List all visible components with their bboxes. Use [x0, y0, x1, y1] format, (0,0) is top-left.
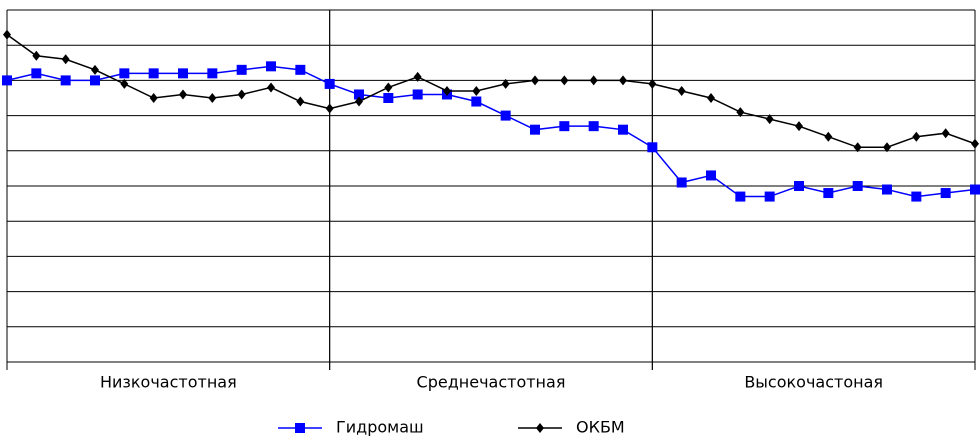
- data-point: [237, 89, 246, 100]
- data-point: [735, 191, 746, 202]
- data-point: [296, 96, 305, 107]
- data-point: [619, 75, 627, 86]
- data-point: [149, 93, 158, 103]
- data-point: [500, 110, 511, 121]
- data-point: [853, 142, 862, 153]
- data-point: [119, 68, 130, 79]
- data-point: [472, 85, 481, 96]
- data-point: [355, 96, 363, 107]
- data-point: [148, 68, 159, 79]
- data-point: [940, 188, 951, 199]
- data-point: [530, 124, 540, 135]
- legend-marker: [295, 423, 305, 433]
- data-point: [852, 181, 863, 191]
- data-point: [589, 75, 598, 86]
- data-point: [207, 68, 218, 79]
- data-point: [60, 75, 71, 86]
- data-point: [354, 89, 364, 100]
- data-point: [911, 191, 922, 202]
- data-point: [765, 114, 774, 125]
- data-point: [295, 64, 306, 75]
- data-point: [208, 93, 217, 103]
- data-point: [560, 75, 569, 86]
- data-point: [676, 177, 687, 188]
- data-point: [677, 85, 686, 96]
- data-point: [32, 50, 41, 61]
- data-point: [413, 71, 422, 82]
- legend-label: ОКБМ: [576, 418, 625, 437]
- data-point: [236, 64, 247, 75]
- band-label: Среднечастотная: [417, 373, 566, 392]
- band-label: Низкочастотная: [100, 373, 237, 392]
- data-point: [823, 188, 834, 199]
- series-line: [6, 65, 976, 198]
- data-point: [588, 121, 599, 132]
- data-point: [559, 121, 570, 132]
- legend-marker: [536, 423, 544, 433]
- data-point: [471, 96, 482, 107]
- data-point: [267, 82, 275, 93]
- data-point: [882, 184, 892, 195]
- data-point: [383, 93, 394, 103]
- series-line: [6, 34, 976, 149]
- data-point: [970, 184, 980, 195]
- data-point: [764, 191, 775, 202]
- data-point: [706, 170, 716, 181]
- data-point: [443, 85, 451, 96]
- data-point: [61, 54, 70, 65]
- data-point: [179, 89, 187, 100]
- data-point: [325, 103, 334, 114]
- data-point: [794, 181, 804, 191]
- legend-label: Гидромаш: [336, 418, 424, 437]
- data-point: [531, 75, 539, 86]
- data-point: [90, 75, 100, 86]
- data-point: [941, 128, 950, 139]
- data-point: [266, 61, 276, 72]
- data-point: [324, 78, 335, 89]
- data-point: [384, 82, 393, 93]
- data-point: [91, 64, 99, 75]
- data-point: [971, 138, 979, 149]
- data-point: [912, 131, 921, 142]
- data-point: [501, 78, 510, 89]
- data-point: [795, 121, 803, 132]
- data-point: [618, 124, 628, 135]
- data-point: [2, 75, 12, 86]
- data-point: [707, 93, 715, 103]
- data-point: [883, 142, 891, 153]
- data-point: [412, 89, 423, 100]
- data-point: [647, 142, 658, 153]
- data-point: [178, 68, 188, 79]
- band-label: Высокочастоная: [744, 373, 883, 392]
- data-point: [120, 78, 129, 89]
- data-point: [3, 29, 11, 40]
- data-point: [824, 131, 833, 142]
- data-point: [31, 68, 42, 79]
- data-point: [648, 78, 657, 89]
- data-point: [736, 107, 745, 118]
